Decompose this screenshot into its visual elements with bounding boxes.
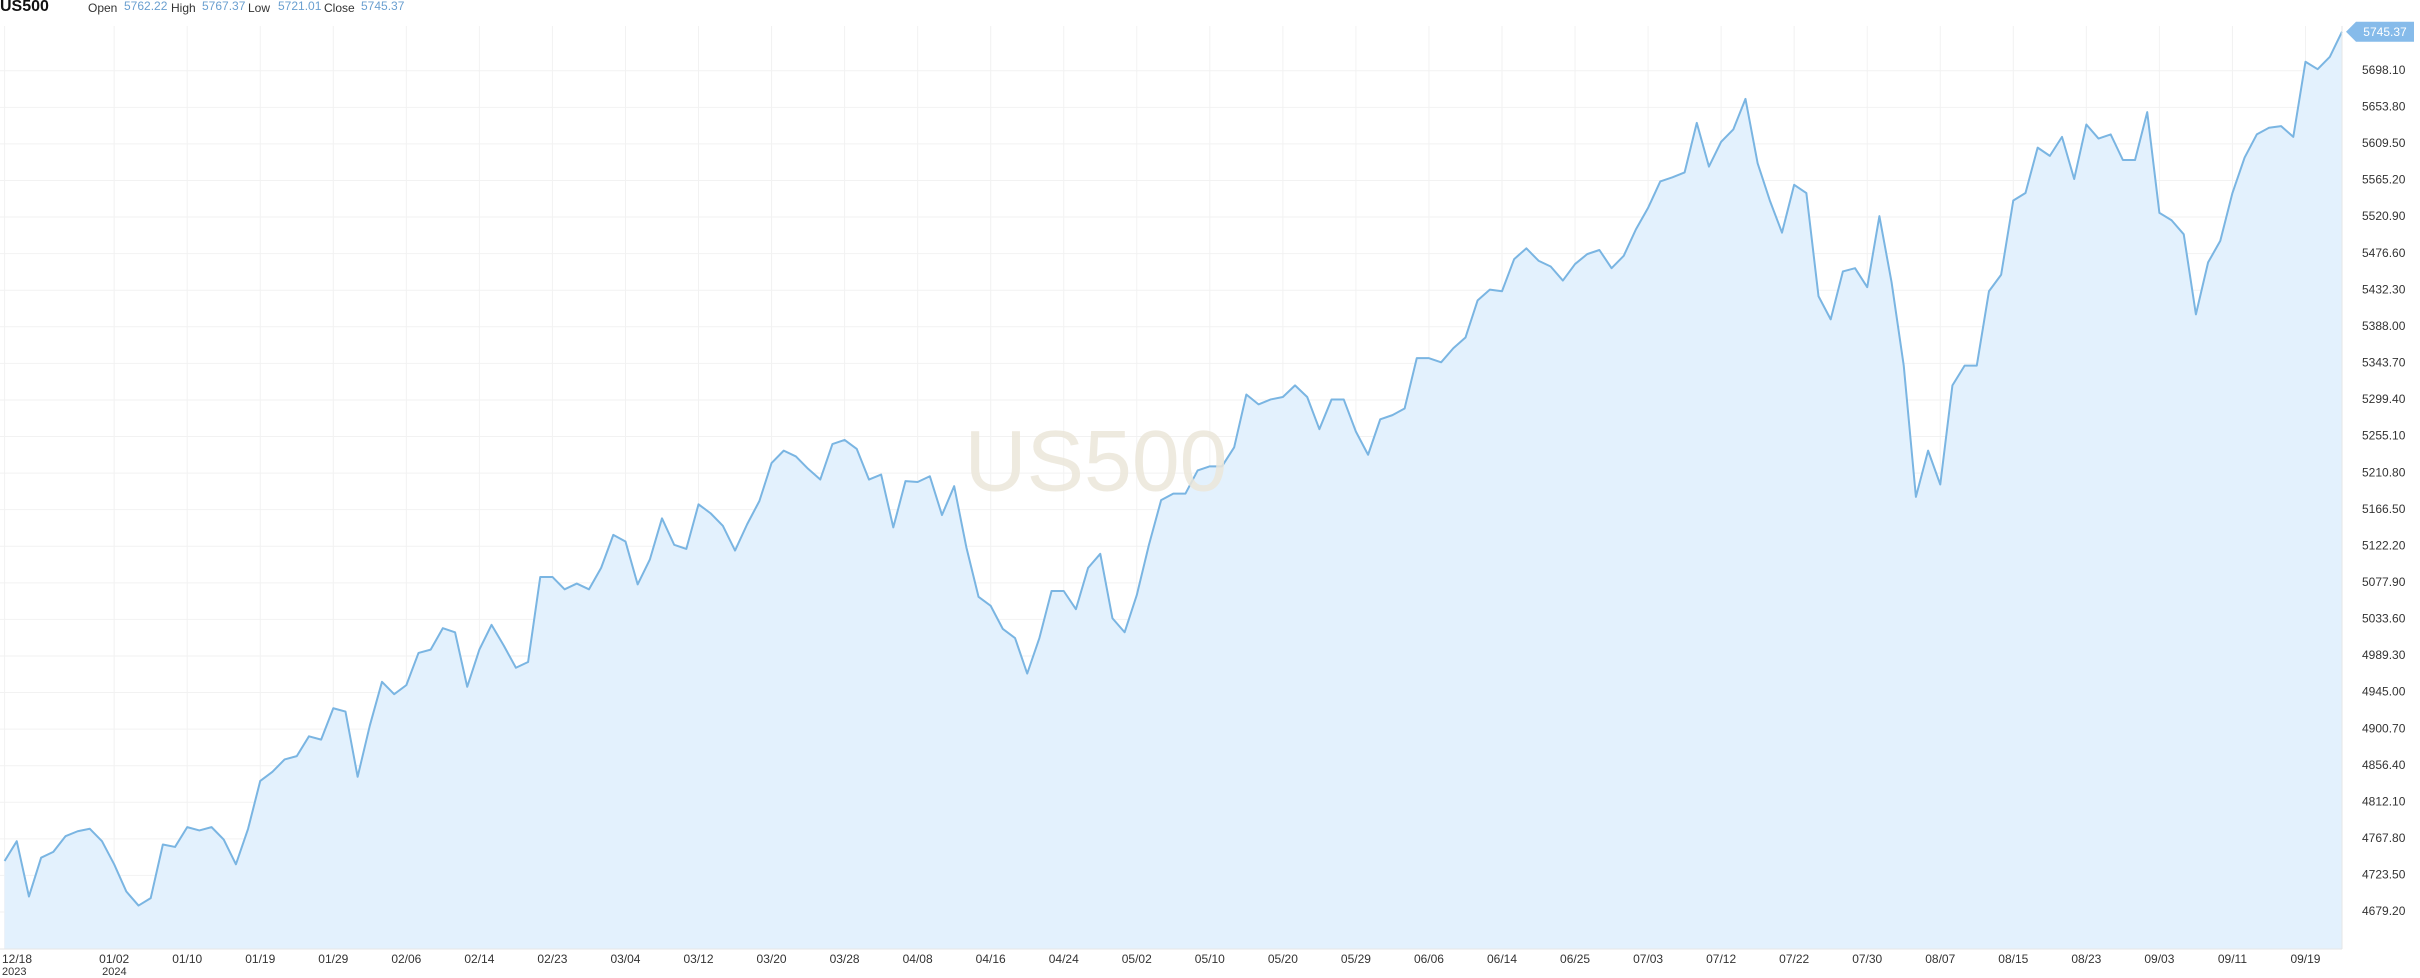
x-tick-label: 08/23	[2071, 952, 2101, 966]
y-tick-label: 5077.90	[2362, 575, 2406, 589]
x-tick-label: 12/18	[2, 952, 32, 966]
x-tick-label: 05/20	[1268, 952, 1298, 966]
watermark: US500	[965, 414, 1228, 510]
price-tag	[2346, 21, 2414, 42]
y-tick-label: 4767.80	[2362, 831, 2406, 845]
x-tick-label: 01/10	[172, 952, 202, 966]
y-tick-label: 5432.30	[2362, 282, 2406, 296]
price-tag-label: 5745.37	[2363, 25, 2407, 39]
chart-title: US500	[0, 0, 49, 15]
line	[3, 31, 2343, 907]
x-tick-label: 06/25	[1560, 952, 1590, 966]
x-tick-label: 08/07	[1925, 952, 1955, 966]
x-tick-label: 08/15	[1998, 952, 2028, 966]
ohlc-label: Open	[88, 1, 117, 15]
x-tick-label: 05/02	[1122, 952, 1152, 966]
x-tick-label: 03/12	[684, 952, 714, 966]
y-tick-label: 5166.50	[2362, 502, 2406, 516]
y-tick-label: 5343.70	[2362, 356, 2406, 370]
x-tick-label: 06/14	[1487, 952, 1517, 966]
x-tick-label: 07/22	[1779, 952, 1809, 966]
x-tick-sublabel: 2023	[2, 966, 26, 978]
y-tick-label: 4989.30	[2362, 648, 2406, 662]
x-tick-label: 03/04	[610, 952, 640, 966]
y-tick-label: 5653.80	[2362, 99, 2406, 113]
ohlc-value: 5721.01	[278, 0, 322, 13]
y-tick-label: 4723.50	[2362, 868, 2406, 882]
ohlc-value: 5762.22	[124, 0, 168, 13]
x-tick-sublabel: 2024	[102, 966, 126, 978]
x-tick-label: 07/03	[1633, 952, 1663, 966]
y-tick-label: 5255.10	[2362, 429, 2406, 443]
x-tick-label: 02/06	[391, 952, 421, 966]
y-tick-label: 5520.90	[2362, 209, 2406, 223]
ohlc-label: Low	[248, 1, 270, 15]
y-tick-label: 5122.20	[2362, 538, 2406, 552]
y-tick-label: 5609.50	[2362, 136, 2406, 150]
y-tick-label: 5210.80	[2362, 465, 2406, 479]
area	[4, 31, 2342, 950]
x-tick-label: 01/29	[318, 952, 348, 966]
x-tick-label: 03/20	[757, 952, 787, 966]
ohlc-label: High	[171, 1, 196, 15]
x-tick-label: 02/14	[464, 952, 494, 966]
y-tick-label: 4812.10	[2362, 794, 2406, 808]
y-tick-label: 5299.40	[2362, 392, 2406, 406]
x-tick-label: 04/08	[903, 952, 933, 966]
x-tick-label: 07/30	[1852, 952, 1882, 966]
y-tick-label: 5698.10	[2362, 63, 2406, 77]
x-tick-label: 09/19	[2290, 952, 2320, 966]
x-tick-label: 02/23	[537, 952, 567, 966]
x-tick-label: 04/16	[976, 952, 1006, 966]
x-tick-label: 07/12	[1706, 952, 1736, 966]
y-tick-label: 4856.40	[2362, 758, 2406, 772]
x-tick-label: 04/24	[1049, 952, 1079, 966]
x-tick-label: 09/11	[2218, 952, 2247, 966]
y-tick-label: 5033.60	[2362, 612, 2406, 626]
y-tick-label: 5565.20	[2362, 173, 2406, 187]
x-tick-label: 05/10	[1195, 952, 1225, 966]
y-tick-label: 4679.20	[2362, 904, 2406, 918]
x-tick-label: 05/29	[1341, 952, 1371, 966]
x-tick-label: 06/06	[1414, 952, 1444, 966]
x-tick-label: 03/28	[830, 952, 860, 966]
ohlc-label: Close	[324, 1, 355, 15]
ohlc-value: 5767.37	[202, 0, 246, 13]
y-tick-label: 5388.00	[2362, 319, 2406, 333]
y-tick-label: 4945.00	[2362, 685, 2406, 699]
x-tick-label: 01/02	[99, 952, 129, 966]
y-tick-label: 4900.70	[2362, 721, 2406, 735]
x-tick-label: 09/03	[2144, 952, 2174, 966]
ohlc-value: 5745.37	[361, 0, 405, 13]
y-tick-label: 5476.60	[2362, 246, 2406, 260]
x-tick-label: 01/19	[245, 952, 275, 966]
